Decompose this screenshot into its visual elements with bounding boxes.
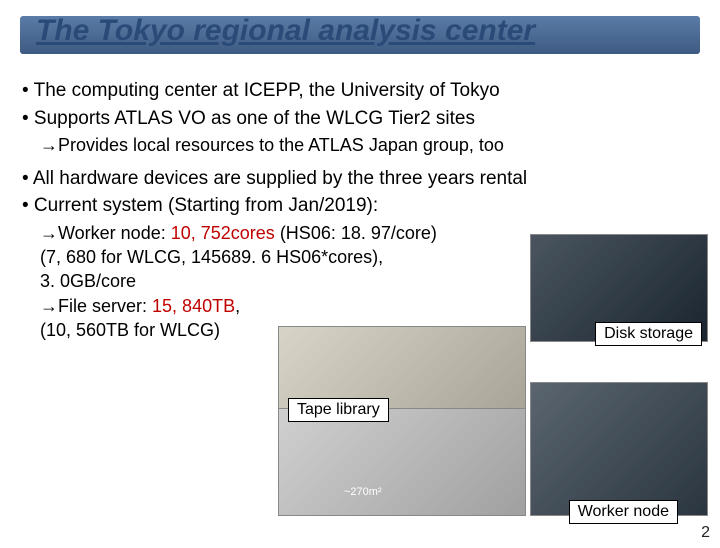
photo-floor-plan — [278, 408, 526, 516]
wn-cores: 10, 752cores — [171, 223, 275, 243]
wn-line2: (7, 680 for WLCG, 145689. 6 HS06*cores), — [40, 247, 383, 267]
fs-prefix: →File server: — [40, 296, 152, 316]
page-number: 2 — [701, 524, 710, 542]
wn-line3: 3. 0GB/core — [40, 271, 136, 291]
bullet-3: • All hardware devices are supplied by t… — [22, 166, 698, 192]
bullet-4: • Current system (Starting from Jan/2019… — [22, 193, 698, 219]
label-worker-node: Worker node — [569, 500, 678, 524]
label-area: ~270m² — [344, 486, 382, 498]
title-bar: The Tokyo regional analysis center — [20, 8, 700, 64]
label-tape-library: Tape library — [288, 398, 389, 422]
fs-line2: (10, 560TB for WLCG) — [40, 320, 220, 340]
bullet-2: • Supports ATLAS VO as one of the WLCG T… — [22, 106, 698, 132]
fs-suffix: , — [235, 296, 240, 316]
wn-hs: (HS06: 18. 97/core) — [275, 223, 437, 243]
label-disk-storage: Disk storage — [595, 322, 702, 346]
slide-title: The Tokyo regional analysis center — [20, 8, 700, 48]
wn-prefix: →Worker node: — [40, 223, 171, 243]
bullet-1: • The computing center at ICEPP, the Uni… — [22, 78, 698, 104]
fs-tb: 15, 840TB — [152, 296, 235, 316]
photo-worker-node — [530, 382, 708, 516]
bullet-2-sub: →Provides local resources to the ATLAS J… — [22, 133, 698, 157]
